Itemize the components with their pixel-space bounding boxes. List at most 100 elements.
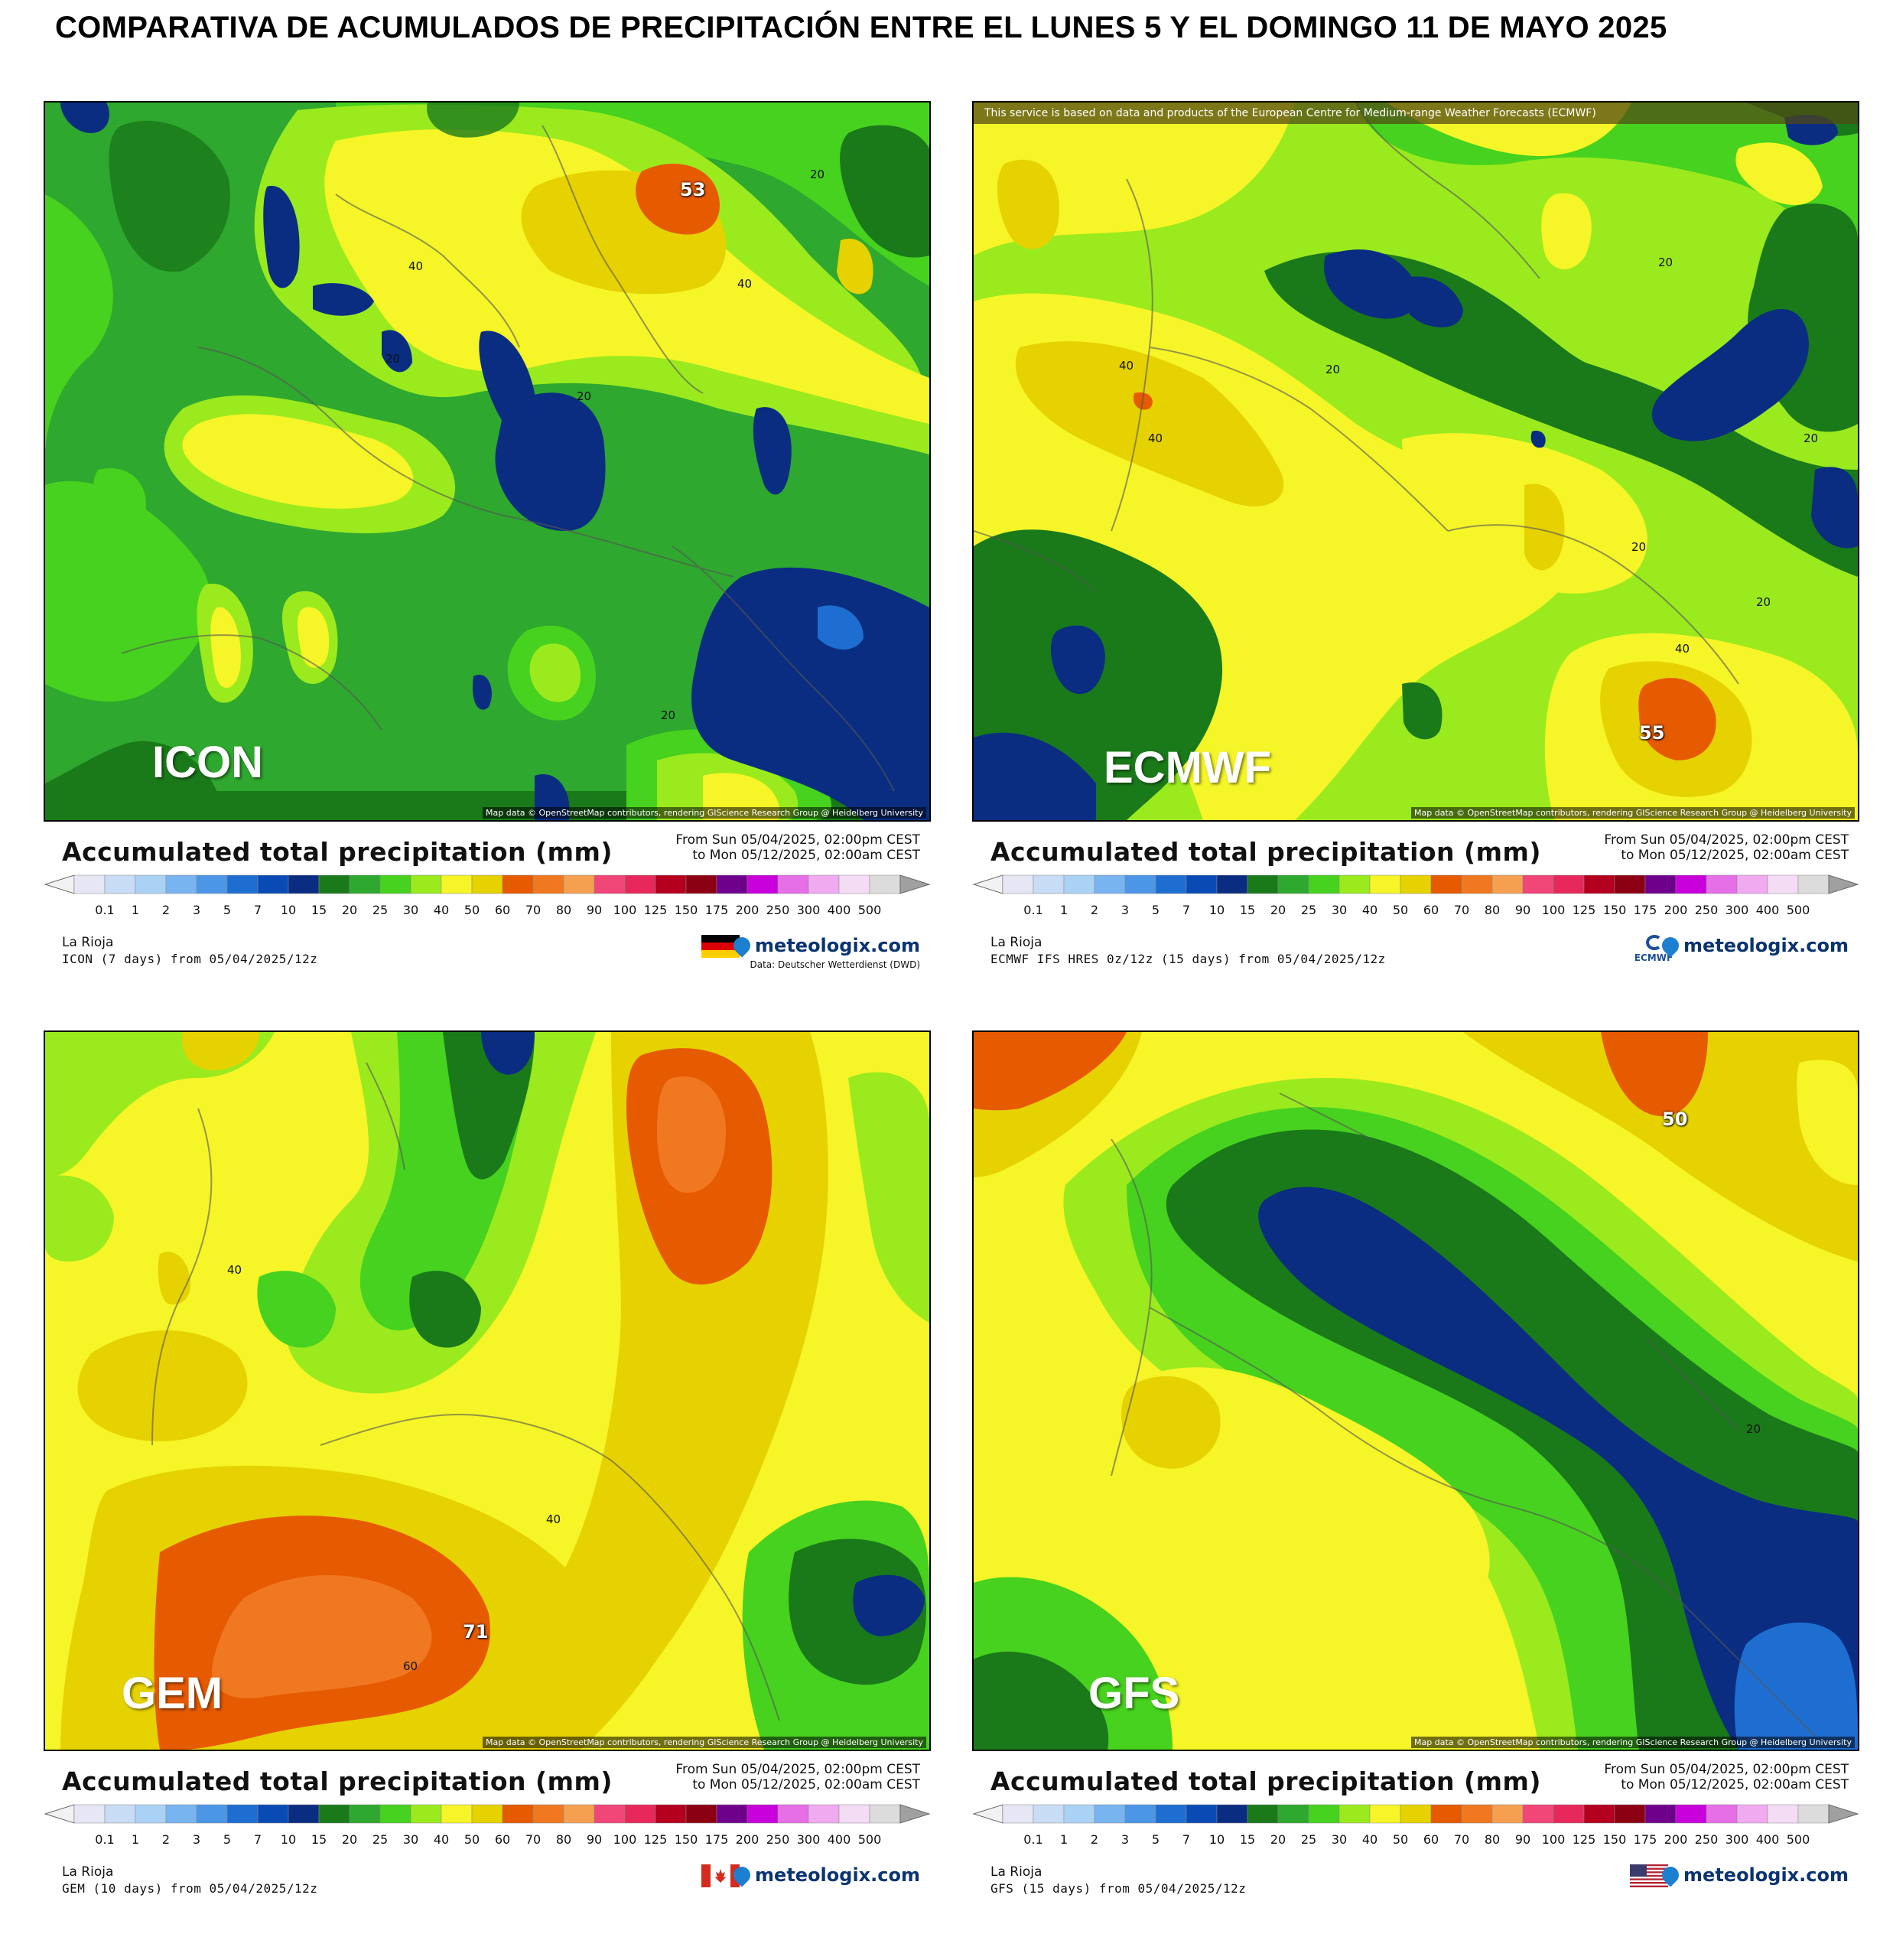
scale-tick-label: 100 (613, 1832, 637, 1847)
contour-label: 20 (661, 708, 676, 722)
scale-swatch (257, 874, 289, 894)
period-from: From Sun 05/04/2025, 02:00pm CEST (675, 1762, 920, 1777)
scale-tick-label: 300 (1725, 903, 1749, 917)
scale-swatch (1155, 1804, 1187, 1824)
scale-tick-label: 175 (704, 1832, 729, 1847)
scale-tick-label: 60 (494, 1832, 511, 1847)
scale-swatch (1491, 874, 1524, 894)
precipitation-map-gem[interactable]: 40 40 60 71 GEM Map data © OpenStreetMap… (44, 1030, 931, 1751)
scale-tick-label: 125 (643, 1832, 668, 1847)
scale-tick-label: 300 (796, 903, 821, 917)
scale-swatch (838, 874, 870, 894)
contour-label: 60 (403, 1659, 418, 1673)
meteologix-logo[interactable]: meteologix.com (730, 1863, 920, 1887)
brand-name: meteologix.com (755, 1864, 920, 1886)
scale-swatch (410, 874, 442, 894)
precipitation-map-ecmwf[interactable]: This service is based on data and produc… (972, 101, 1859, 822)
scale-tick-label: 250 (1694, 903, 1719, 917)
scale-tick-label: 150 (1602, 903, 1627, 917)
scale-swatch (716, 874, 748, 894)
scale-tick-label: 400 (827, 903, 851, 917)
scale-tick-label: 100 (613, 903, 637, 917)
scale-tick-label: 40 (433, 1832, 450, 1847)
meteologix-logo[interactable]: meteologix.com (1658, 933, 1849, 958)
precipitation-map-icon[interactable]: 40 40 20 20 20 20 53 ICON Map data © Ope… (44, 101, 931, 822)
precipitation-map-gfs[interactable]: 20 50 GFS Map data © OpenStreetMap contr… (972, 1030, 1859, 1751)
map-fields (974, 103, 1858, 820)
ecmwf-c-icon (1646, 935, 1660, 950)
scale-tick-label: 1 (131, 1832, 140, 1847)
scale-swatch (1614, 1804, 1646, 1824)
map-fields (974, 1032, 1858, 1750)
scale-swatch (1124, 1804, 1156, 1824)
scale-tick-label: 30 (402, 1832, 419, 1847)
scale-arrow-high (899, 1804, 931, 1824)
meteologix-logo[interactable]: meteologix.com (730, 933, 920, 958)
scale-swatch (1094, 874, 1126, 894)
scale-swatch (441, 874, 473, 894)
scale-tick-label: 200 (1664, 903, 1688, 917)
panel-ecmwf: This service is based on data and produc… (972, 101, 1859, 1030)
droplet-icon (1658, 933, 1683, 958)
scale-swatch (838, 1804, 870, 1824)
scale-swatch (1369, 1804, 1401, 1824)
scale-tick-label: 3 (1121, 1832, 1130, 1847)
scale-swatch (1767, 874, 1799, 894)
ecmwf-logo: ECMWF (1633, 935, 1674, 965)
scale-tick-label: 200 (735, 903, 759, 917)
droplet-icon (1658, 1863, 1683, 1887)
scale-swatch (135, 1804, 167, 1824)
scale-tick-label: 15 (1239, 903, 1256, 917)
scale-swatch (1308, 1804, 1340, 1824)
scale-swatch (594, 874, 626, 894)
maximum-label: 71 (463, 1621, 489, 1643)
ecmwf-logo-text: ECMWF (1634, 952, 1673, 963)
scale-swatch (532, 874, 564, 894)
scale-tick-label: 500 (1786, 903, 1810, 917)
meteologix-logo[interactable]: meteologix.com (1658, 1863, 1849, 1887)
scale-swatch (624, 1804, 656, 1824)
dwd-credit: Data: Deutscher Wetterdienst (DWD) (750, 959, 920, 970)
scale-tick-label: 250 (766, 903, 790, 917)
scale-swatch (594, 1804, 626, 1824)
model-name: ICON (152, 737, 263, 787)
scale-tick-label: 30 (402, 903, 419, 917)
forecast-period: From Sun 05/04/2025, 02:00pm CEST to Mon… (1604, 832, 1849, 863)
model-name: ECMWF (1104, 743, 1272, 793)
scale-tick-label: 400 (827, 1832, 851, 1847)
model-name: GFS (1088, 1669, 1180, 1718)
scale-tick-label: 3 (192, 903, 201, 917)
legend-heading: Accumulated total precipitation (mm) (990, 837, 1541, 867)
scale-tick-label: 30 (1331, 903, 1348, 917)
scale-swatch (563, 874, 595, 894)
contour-label: 40 (1148, 431, 1163, 445)
scale-swatch (1430, 874, 1462, 894)
scale-tick-label: 25 (1300, 903, 1317, 917)
scale-swatch (379, 1804, 411, 1824)
scale-tick-label: 250 (766, 1832, 790, 1847)
scale-tick-label: 70 (525, 1832, 542, 1847)
scale-swatch (1124, 874, 1156, 894)
scale-arrow-high (899, 874, 931, 894)
scale-tick-label: 20 (341, 1832, 358, 1847)
forecast-period: From Sun 05/04/2025, 02:00pm CEST to Mon… (675, 1762, 920, 1792)
scale-arrow-high (1828, 874, 1859, 894)
scale-tick-label: 7 (1182, 1832, 1191, 1847)
scale-tick-label: 400 (1755, 903, 1780, 917)
scale-swatch (746, 1804, 779, 1824)
scale-swatch (685, 1804, 717, 1824)
scale-swatch (1033, 1804, 1065, 1824)
scale-tick-label: 80 (1484, 903, 1501, 917)
scale-swatch (73, 874, 106, 894)
scale-swatch (318, 874, 350, 894)
contour-label: 40 (1675, 642, 1690, 656)
scale-tick-label: 10 (1208, 903, 1225, 917)
brand-name: meteologix.com (755, 935, 920, 956)
scale-tick-label: 1 (131, 903, 140, 917)
scale-tick-label: 10 (280, 903, 297, 917)
scale-tick-label: 15 (311, 1832, 327, 1847)
scale-tick-label: 2 (1090, 1832, 1099, 1847)
legend-heading: Accumulated total precipitation (mm) (990, 1766, 1541, 1796)
scale-tick-label: 70 (1453, 1832, 1470, 1847)
contour-label: 20 (1325, 363, 1341, 376)
